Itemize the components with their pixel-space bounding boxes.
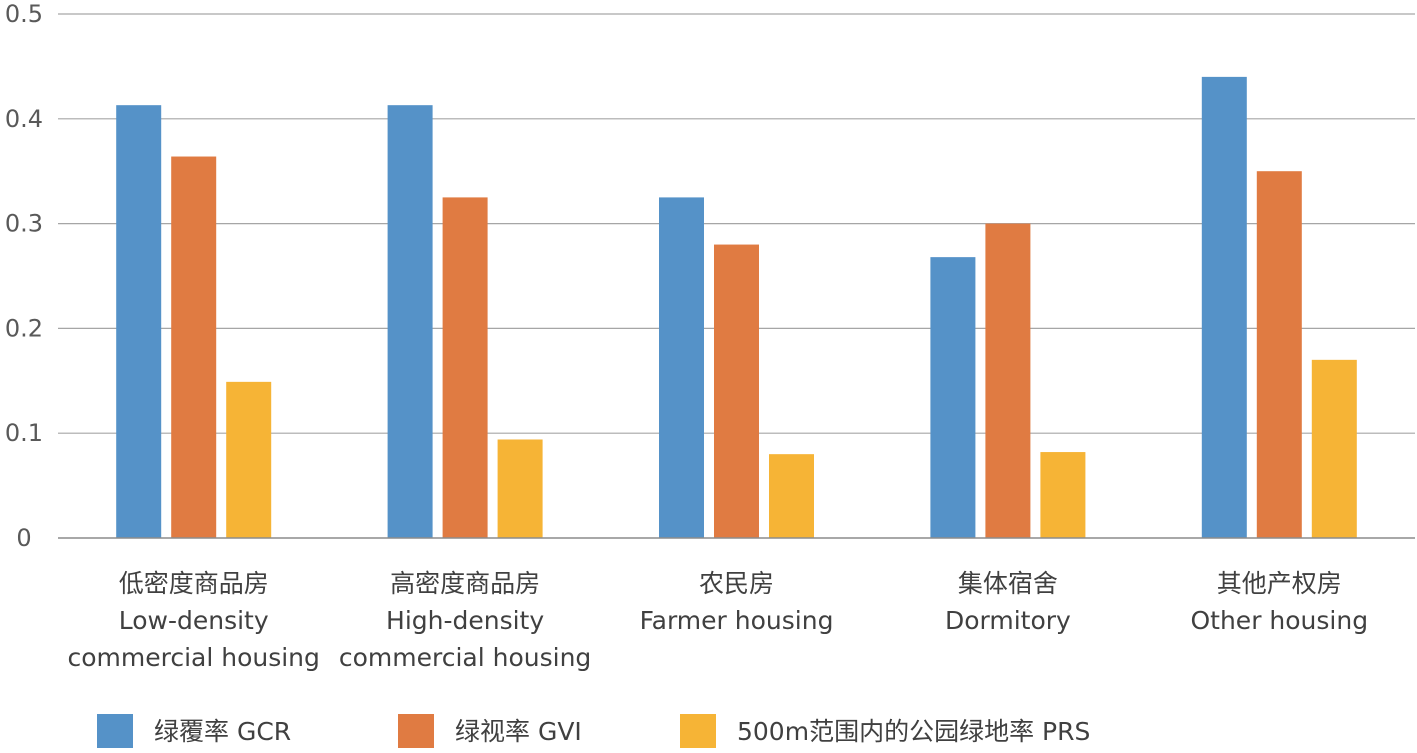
- bar: [769, 454, 814, 538]
- bar: [659, 197, 704, 538]
- y-tick-label: 0.4: [5, 105, 43, 133]
- y-tick-label: 0: [16, 524, 31, 552]
- legend-label: 绿覆率 GCR: [154, 717, 291, 746]
- bar: [1040, 452, 1086, 538]
- x-tick-label: commercial housing: [67, 643, 319, 672]
- y-tick-label: 0.5: [5, 0, 43, 28]
- legend-swatch: [398, 714, 434, 748]
- x-tick-label: 高密度商品房: [390, 569, 540, 598]
- bar: [387, 105, 433, 539]
- bar: [1311, 359, 1357, 538]
- bar: [171, 156, 217, 538]
- x-tick-label: 低密度商品房: [119, 569, 269, 598]
- bar: [226, 381, 272, 538]
- x-tick-label: 集体宿舍: [958, 569, 1058, 598]
- grid-lines: [58, 13, 1415, 434]
- bar: [442, 197, 488, 538]
- legend-label: 绿视率 GVI: [455, 717, 582, 746]
- bars: [116, 76, 1357, 539]
- bar: [1256, 171, 1302, 538]
- bar: [116, 105, 162, 539]
- x-tick-label: Farmer housing: [640, 606, 834, 635]
- legend-swatch: [97, 714, 133, 748]
- y-tick-label: 0.2: [5, 314, 43, 342]
- x-tick-label: High-density: [386, 606, 544, 635]
- x-tick-label: 农民房: [699, 569, 774, 598]
- y-tick-label: 0.3: [5, 210, 43, 238]
- bar: [714, 244, 759, 538]
- bar: [497, 439, 543, 538]
- y-axis-tick-labels: 0 0.1 0.2 0.3 0.4 0.5: [5, 0, 43, 552]
- legend-label: 500m范围内的公园绿地率 PRS: [737, 717, 1090, 746]
- x-tick-label: commercial housing: [339, 643, 591, 672]
- x-axis-category-labels: 低密度商品房 Low-density commercial housing 高密度商品…: [67, 569, 1368, 672]
- bar: [930, 257, 976, 538]
- x-tick-label: Other housing: [1190, 606, 1368, 635]
- bar: [985, 223, 1031, 538]
- legend: 绿覆率 GCR 绿视率 GVI 500m范围内的公园绿地率 PRS: [97, 714, 1090, 748]
- bar: [1201, 76, 1247, 538]
- y-tick-label: 0.1: [5, 419, 43, 447]
- x-tick-label: Low-density: [119, 606, 269, 635]
- x-tick-label: Dormitory: [945, 606, 1071, 635]
- legend-swatch: [680, 714, 716, 748]
- x-tick-label: 其他产权房: [1217, 569, 1342, 598]
